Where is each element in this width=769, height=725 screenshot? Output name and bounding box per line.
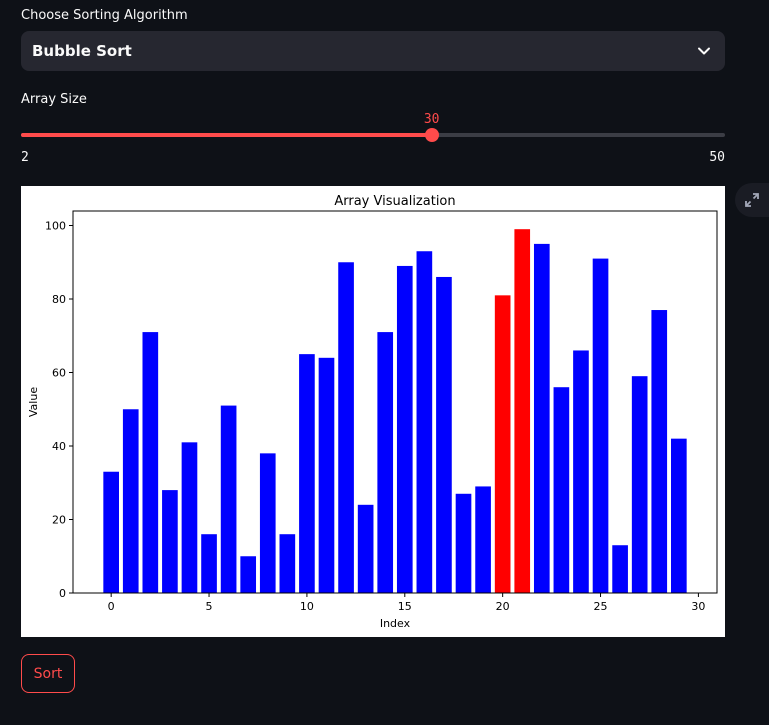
bar xyxy=(103,471,119,593)
array-chart: 0 5 10 15 20 25 30 0 20 40 60 80 100 Array Visualizat… xyxy=(27,194,718,630)
bar xyxy=(553,387,570,593)
plot-frame xyxy=(72,210,718,594)
bar xyxy=(573,350,589,593)
bar xyxy=(475,486,491,593)
y-tick-label: 20 xyxy=(52,514,66,527)
bar xyxy=(338,262,354,593)
bar xyxy=(299,354,315,593)
slider-current-value: 30 xyxy=(423,112,440,127)
bar xyxy=(671,438,687,593)
bar xyxy=(396,265,413,593)
x-tick-label: 5 xyxy=(206,600,213,613)
bar xyxy=(436,276,452,593)
algorithm-selected-value: Bubble Sort xyxy=(32,42,132,60)
x-tick-label: 30 xyxy=(691,600,705,613)
y-tick-label: 40 xyxy=(52,440,66,453)
x-tick-label: 20 xyxy=(496,600,510,613)
fullscreen-button[interactable] xyxy=(735,183,769,217)
x-tick-label: 10 xyxy=(300,600,314,613)
y-tick-label: 80 xyxy=(52,293,66,306)
bar xyxy=(612,545,628,593)
bar xyxy=(455,493,472,593)
expand-icon xyxy=(745,193,759,207)
bar xyxy=(416,251,433,593)
y-tick-label: 0 xyxy=(59,587,66,600)
bar xyxy=(514,229,531,593)
bar xyxy=(142,332,159,593)
chart-container: 0 5 10 15 20 25 30 0 20 40 60 80 100 Array Visualizat… xyxy=(21,186,725,637)
bar xyxy=(631,376,648,593)
bar xyxy=(181,442,198,593)
x-tick-label: 0 xyxy=(108,600,115,613)
bar xyxy=(592,258,609,593)
bar xyxy=(122,409,139,593)
bar xyxy=(651,310,668,593)
bar xyxy=(357,504,374,593)
bar xyxy=(318,357,335,593)
sort-button[interactable]: Sort xyxy=(21,654,75,693)
array-size-slider[interactable] xyxy=(21,133,725,137)
bar xyxy=(533,243,550,594)
slider-min-label: 2 xyxy=(21,150,29,165)
bar xyxy=(220,405,237,593)
bar xyxy=(279,534,296,593)
slider-fill xyxy=(21,133,432,137)
bar xyxy=(201,534,217,593)
y-tick-label: 100 xyxy=(45,220,66,233)
y-axis-label: Value xyxy=(27,387,40,417)
algorithm-label: Choose Sorting Algorithm xyxy=(21,8,188,23)
slider-max-label: 50 xyxy=(709,150,725,165)
slider-thumb[interactable] xyxy=(424,128,439,142)
x-axis-label: Index xyxy=(380,617,411,630)
algorithm-select[interactable]: Bubble Sort xyxy=(21,31,725,71)
array-size-label: Array Size xyxy=(21,92,87,107)
chart-title: Array Visualization xyxy=(334,194,455,209)
x-tick-label: 25 xyxy=(594,600,608,613)
x-tick-label: 15 xyxy=(398,600,412,613)
bar xyxy=(240,556,257,593)
chevron-down-icon xyxy=(698,47,710,55)
bar xyxy=(377,332,394,593)
bar xyxy=(259,453,276,593)
bar xyxy=(494,295,511,593)
y-tick-label: 60 xyxy=(52,367,66,380)
bar xyxy=(162,490,178,593)
